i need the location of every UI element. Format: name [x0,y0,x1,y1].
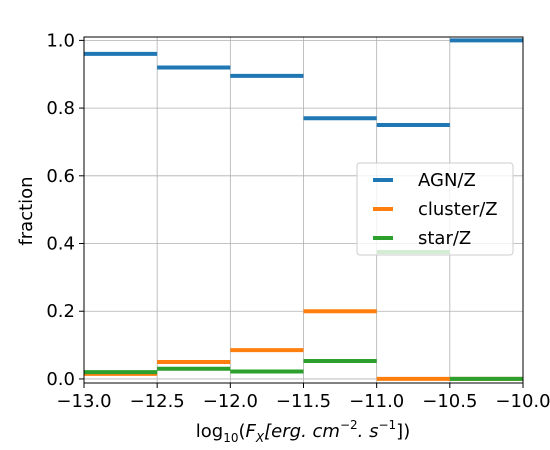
x-tick-label: −12.5 [130,391,185,412]
y-axis-label: fraction [16,176,37,245]
x-tick-label: −13.0 [56,391,111,412]
x-tick-label: −10.5 [422,391,477,412]
x-tick-label: −11.0 [349,391,404,412]
legend-label: AGN/Z [418,170,476,191]
x-axis-label-unit: [erg. cm [264,421,340,442]
x-axis-label-sup1: −2 [340,418,358,432]
x-axis-label-log: log [196,421,223,442]
y-tick-label: 0.6 [46,166,75,187]
x-axis-label-mid: . s [358,421,379,442]
x-tick-label: −10.0 [495,391,550,412]
y-tick-label: 0.0 [46,369,75,390]
x-tick-label: −11.5 [276,391,331,412]
y-axis-ticks: 0.0 0.2 0.4 0.6 0.8 1.0 [46,30,84,390]
x-axis-ticks: −13.0 −12.5 −12.0 −11.5 −11.0 −10.5 −10.0 [56,383,550,412]
y-tick-label: 1.0 [46,30,75,51]
legend-label: star/Z [418,228,471,249]
x-axis-label-paren: ( [239,421,246,442]
y-tick-label: 0.4 [46,234,75,255]
x-axis-label-F: F [246,421,257,442]
legend: AGN/Z cluster/Z star/Z [357,163,513,255]
y-tick-label: 0.8 [46,98,75,119]
x-axis-label: log10(FX[erg. cm−2. s−1]) [196,418,410,445]
x-tick-label: −12.0 [203,391,258,412]
x-axis-label-sup2: −1 [378,418,396,432]
legend-label: cluster/Z [418,199,498,220]
y-tick-label: 0.2 [46,301,75,322]
x-axis-label-end: ]) [396,421,410,442]
x-axis-label-sub: 10 [223,431,238,445]
